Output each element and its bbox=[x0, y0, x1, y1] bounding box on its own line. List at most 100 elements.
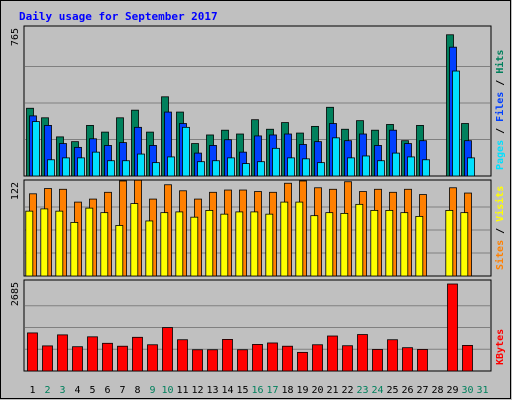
legend-entry-hits-0: Pages bbox=[495, 140, 506, 170]
x-tick-label: 5 bbox=[89, 385, 95, 396]
bar-kbytes-day-19 bbox=[297, 351, 308, 372]
bar-pages-day-15 bbox=[242, 163, 250, 177]
bar-pages-day-19 bbox=[302, 158, 310, 177]
x-tick-label: 3 bbox=[59, 385, 65, 396]
bar-pages-day-2 bbox=[47, 159, 55, 177]
legend-visits: Sites / Visits bbox=[494, 186, 506, 270]
bar-kbytes-day-21 bbox=[327, 335, 338, 372]
bar-pages-day-24 bbox=[377, 160, 385, 177]
bar-sites-day-29 bbox=[445, 209, 454, 277]
x-tick-label: 15 bbox=[236, 385, 248, 396]
x-tick-label: 17 bbox=[266, 385, 278, 396]
bar-pages-day-23 bbox=[362, 155, 370, 177]
bar-pages-day-20 bbox=[317, 162, 325, 177]
legend-entry-visits-0: Sites bbox=[494, 240, 506, 270]
x-tick-label: 21 bbox=[326, 385, 338, 396]
x-tick-label: 18 bbox=[281, 385, 293, 396]
bar-kbytes-day-10 bbox=[162, 327, 173, 372]
bar-pages-day-4 bbox=[77, 157, 85, 177]
bar-sites-day-12 bbox=[190, 216, 199, 277]
bar-kbytes-day-14 bbox=[222, 339, 233, 372]
series-pages bbox=[32, 70, 475, 177]
bar-kbytes-day-29 bbox=[447, 283, 458, 372]
series-kbytes bbox=[27, 283, 473, 372]
bar-sites-day-23 bbox=[355, 203, 364, 277]
bar-kbytes-day-13 bbox=[207, 349, 218, 372]
legend-entry-visits-2: Visits bbox=[494, 186, 506, 228]
x-tick-label: 23 bbox=[356, 385, 368, 396]
bar-pages-day-11 bbox=[182, 126, 190, 177]
bar-pages-day-3 bbox=[62, 157, 70, 177]
bar-sites-day-22 bbox=[340, 213, 349, 277]
x-tick-label: 25 bbox=[386, 385, 398, 396]
bar-pages-day-14 bbox=[227, 157, 235, 177]
chart-title: Daily usage for September 2017 bbox=[19, 10, 218, 23]
ymax-label-kbytes: 2685 bbox=[10, 282, 21, 306]
bar-kbytes-day-8 bbox=[132, 336, 143, 372]
x-tick-label: 16 bbox=[251, 385, 263, 396]
bar-sites-day-16 bbox=[250, 211, 259, 277]
legend-entry-hits-1: / bbox=[495, 128, 506, 140]
x-tick-label: 6 bbox=[104, 385, 110, 396]
bar-pages-day-13 bbox=[212, 160, 220, 177]
x-tick-label: 19 bbox=[296, 385, 308, 396]
bar-kbytes-day-15 bbox=[237, 349, 248, 372]
bar-sites-day-5 bbox=[85, 207, 94, 277]
bar-kbytes-day-22 bbox=[342, 345, 353, 372]
bar-sites-day-2 bbox=[40, 208, 49, 277]
bar-pages-day-18 bbox=[287, 157, 295, 177]
bar-sites-day-15 bbox=[235, 211, 244, 277]
x-tick-label: 10 bbox=[161, 385, 173, 396]
bar-kbytes-day-23 bbox=[357, 334, 368, 372]
bar-sites-day-3 bbox=[55, 210, 64, 277]
panel-kbytes: 2685 KBytes bbox=[10, 279, 506, 372]
bar-kbytes-day-12 bbox=[192, 349, 203, 372]
x-tick-label: 29 bbox=[446, 385, 458, 396]
bar-pages-day-27 bbox=[422, 159, 430, 177]
x-tick-label: 7 bbox=[119, 385, 125, 396]
bar-sites-day-13 bbox=[205, 209, 214, 277]
bar-sites-day-19 bbox=[295, 201, 304, 277]
ymax-label-hits: 765 bbox=[10, 28, 21, 46]
x-tick-label: 20 bbox=[311, 385, 323, 396]
bar-sites-day-6 bbox=[100, 212, 109, 277]
legend-kbytes: KBytes bbox=[495, 329, 506, 365]
legend-hits: Pages / Files / Hits bbox=[494, 50, 506, 170]
x-tick-label: 27 bbox=[416, 385, 428, 396]
x-axis-labels: 1 2 3 4 5 6 7 8 9 10 11 12 13 14 15 16 17 18 19 20 21 22 23 24 2… bbox=[29, 385, 488, 396]
bar-pages-day-16 bbox=[257, 161, 265, 177]
panel-visits: 122 Sites / Visits bbox=[10, 179, 506, 277]
bar-sites-day-4 bbox=[70, 222, 79, 277]
ymax-label-visits: 122 bbox=[10, 182, 21, 200]
bar-sites-day-27 bbox=[415, 216, 424, 277]
bar-pages-day-17 bbox=[272, 147, 280, 177]
x-tick-label: 30 bbox=[461, 385, 473, 396]
bar-pages-day-1 bbox=[32, 121, 40, 177]
chart-panels: 765 Pages / Files / Hits 122 Sites / Visits… bbox=[10, 25, 506, 372]
bar-sites-day-9 bbox=[145, 220, 154, 277]
x-tick-label: 2 bbox=[44, 385, 50, 396]
bar-sites-day-17 bbox=[265, 213, 274, 277]
x-tick-label: 28 bbox=[431, 385, 443, 396]
bar-pages-day-6 bbox=[107, 160, 115, 177]
legend-entry-visits-1: / bbox=[495, 228, 506, 240]
x-tick-label: 11 bbox=[176, 385, 188, 396]
bar-kbytes-day-3 bbox=[57, 334, 68, 372]
x-tick-label: 31 bbox=[476, 385, 488, 396]
bar-sites-day-18 bbox=[280, 201, 289, 277]
x-tick-label: 26 bbox=[401, 385, 413, 396]
bar-sites-day-14 bbox=[220, 213, 229, 277]
bar-kbytes-day-20 bbox=[312, 344, 323, 372]
x-tick-label: 1 bbox=[29, 385, 35, 396]
x-tick-label: 12 bbox=[191, 385, 203, 396]
bar-kbytes-day-6 bbox=[102, 342, 113, 372]
bar-pages-day-9 bbox=[152, 162, 160, 177]
bar-kbytes-day-27 bbox=[417, 349, 428, 372]
x-tick-label: 4 bbox=[74, 385, 80, 396]
bar-pages-day-25 bbox=[392, 152, 400, 177]
bar-sites-day-1 bbox=[25, 210, 34, 277]
bar-kbytes-day-5 bbox=[87, 336, 98, 372]
series-sites bbox=[25, 201, 469, 277]
